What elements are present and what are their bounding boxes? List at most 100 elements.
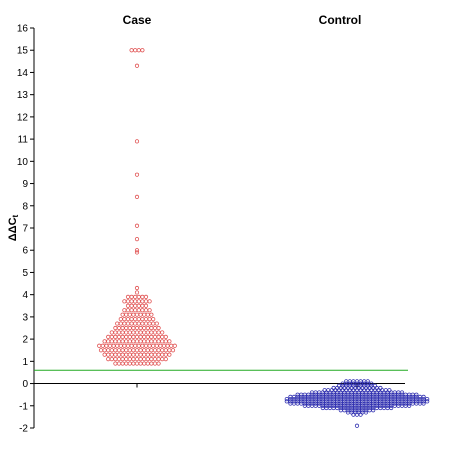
- data-point-case: [120, 312, 125, 317]
- data-point-case: [151, 321, 156, 326]
- data-point-control: [288, 401, 293, 406]
- data-point-case: [104, 343, 109, 348]
- data-point-case: [152, 357, 158, 362]
- data-point-control: [320, 405, 325, 411]
- data-point-case: [102, 352, 107, 357]
- data-point-case: [163, 352, 168, 357]
- data-point-control: [302, 403, 307, 408]
- data-point-case: [143, 303, 149, 308]
- data-point-control: [306, 403, 311, 408]
- data-point-case: [145, 352, 150, 357]
- data-point-case: [136, 308, 141, 313]
- data-point-case: [106, 334, 111, 339]
- data-point-case: [154, 343, 159, 348]
- y-tick-label: 5: [22, 268, 28, 279]
- y-tick-label: 6: [22, 246, 28, 257]
- data-point-control: [414, 401, 419, 406]
- data-point-case: [145, 334, 150, 339]
- data-point-control: [417, 401, 423, 406]
- data-point-case: [127, 352, 132, 357]
- data-point-case: [142, 325, 147, 331]
- data-point-case: [143, 308, 149, 313]
- data-point-case: [147, 321, 152, 326]
- data-point-case: [134, 325, 140, 331]
- data-point-case: [140, 308, 145, 313]
- data-point-case: [142, 361, 147, 366]
- data-point-case: [138, 325, 143, 331]
- data-point-case: [107, 343, 113, 348]
- data-point-case: [129, 303, 134, 308]
- data-point-case: [134, 250, 140, 255]
- data-point-control: [403, 403, 408, 408]
- data-point-case: [140, 321, 145, 326]
- data-point-case: [145, 348, 150, 353]
- data-point-case: [145, 361, 150, 366]
- data-point-case: [127, 348, 132, 353]
- data-point-case: [160, 348, 165, 353]
- data-point-control: [358, 412, 363, 417]
- data-point-case: [156, 339, 161, 344]
- data-point-case: [140, 294, 145, 299]
- data-point-case: [106, 339, 111, 344]
- data-point-case: [143, 299, 149, 304]
- data-point-case: [133, 343, 138, 348]
- data-point-case: [120, 348, 125, 353]
- data-point-case: [138, 334, 143, 339]
- data-point-case: [151, 343, 156, 348]
- data-point-case: [116, 330, 122, 335]
- data-point-case: [156, 334, 161, 339]
- data-point-case: [143, 321, 149, 326]
- data-point-case: [125, 303, 131, 308]
- data-point-case: [145, 357, 150, 362]
- y-tick-label: 3: [22, 312, 28, 323]
- data-point-case: [116, 339, 122, 344]
- y-tick-label: 10: [17, 157, 29, 168]
- group-label-case: Case: [123, 13, 152, 27]
- data-point-case: [134, 248, 140, 253]
- data-point-case: [109, 348, 114, 353]
- data-point-case: [165, 343, 170, 348]
- data-point-control: [342, 408, 347, 413]
- data-point-case: [129, 294, 134, 299]
- data-point-case: [142, 348, 147, 353]
- data-point-case: [136, 294, 141, 299]
- data-point-case: [116, 334, 122, 339]
- y-tick-label: 0: [22, 379, 28, 390]
- data-point-case: [122, 317, 127, 322]
- data-point-case: [120, 334, 125, 339]
- data-point-case: [131, 348, 136, 353]
- data-point-case: [122, 299, 127, 304]
- data-point-case: [160, 330, 165, 335]
- data-point-case: [116, 361, 122, 366]
- data-point-case: [134, 330, 140, 335]
- data-point-case: [136, 343, 141, 348]
- data-point-case: [131, 312, 136, 317]
- y-tick-label: -1: [19, 401, 28, 412]
- data-point-case: [160, 357, 165, 362]
- data-point-case: [156, 357, 161, 362]
- data-point-case: [136, 48, 141, 53]
- data-point-case: [134, 290, 140, 295]
- data-point-case: [109, 334, 114, 339]
- data-point-case: [160, 339, 165, 344]
- data-point-case: [134, 223, 140, 228]
- data-point-control: [367, 408, 372, 413]
- data-point-control: [396, 403, 401, 408]
- data-point-case: [127, 312, 132, 317]
- data-point-case: [100, 343, 105, 348]
- data-point-case: [124, 339, 129, 344]
- data-point-case: [149, 334, 154, 339]
- data-point-case: [125, 294, 131, 299]
- data-point-case: [156, 352, 161, 357]
- data-point-control: [295, 401, 300, 406]
- data-point-case: [129, 321, 134, 326]
- data-point-case: [124, 357, 129, 362]
- data-point-control: [371, 408, 376, 413]
- data-point-case: [142, 357, 147, 362]
- data-point-case: [120, 325, 125, 331]
- data-point-control: [335, 405, 340, 411]
- y-axis-label: ΔΔCt: [7, 214, 20, 241]
- y-tick-label: 14: [17, 68, 29, 79]
- group-label-control: Control: [319, 13, 362, 27]
- data-point-case: [133, 317, 138, 322]
